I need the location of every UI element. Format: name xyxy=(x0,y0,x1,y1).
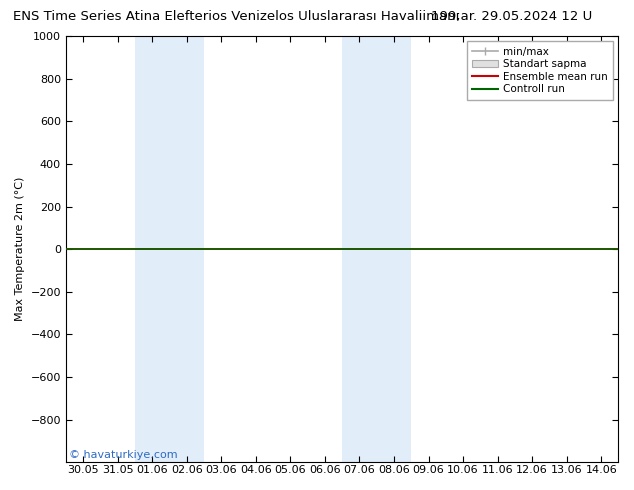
Text: 199;ar. 29.05.2024 12 U: 199;ar. 29.05.2024 12 U xyxy=(431,10,592,23)
Legend: min/max, Standart sapma, Ensemble mean run, Controll run: min/max, Standart sapma, Ensemble mean r… xyxy=(467,41,613,99)
Bar xyxy=(342,36,411,462)
Text: ENS Time Series Atina Elefterios Venizelos Uluslararası Havaliimanı: ENS Time Series Atina Elefterios Venizel… xyxy=(13,10,459,23)
Text: © havaturkiye.com: © havaturkiye.com xyxy=(68,450,178,460)
Y-axis label: Max Temperature 2m (°C): Max Temperature 2m (°C) xyxy=(15,177,25,321)
Bar xyxy=(135,36,204,462)
